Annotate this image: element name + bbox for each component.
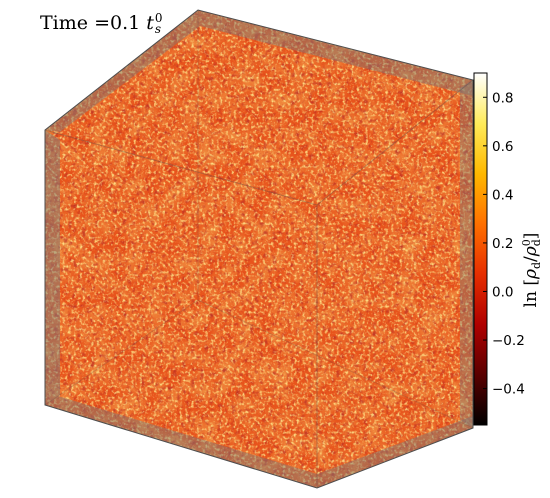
- colorbar-label-sub-num: d: [530, 261, 544, 270]
- cube-left-grey-fade: [45, 130, 60, 405]
- colorbar-tick-label: 0.2: [492, 236, 513, 252]
- colorbar-gradient: [473, 72, 488, 426]
- time-label-equals: =: [94, 12, 110, 34]
- colorbar: 0.8 0.6 0.4 0.2 0.0 −0.2 −0.4: [473, 72, 525, 426]
- cube-top-grey-fade: [45, 10, 473, 132]
- colorbar-label-fn: ln: [520, 291, 541, 308]
- colorbar-label-symbol-den: ρ: [520, 246, 541, 257]
- density-cube: [44, 9, 474, 489]
- colorbar-ticks: 0.8 0.6 0.4 0.2 0.0 −0.2 −0.4: [483, 90, 525, 398]
- colorbar-tick-label: 0.8: [492, 90, 513, 106]
- colorbar-tick-label: 0.6: [492, 139, 513, 155]
- time-label-value: 0.1: [109, 12, 141, 34]
- time-label-subscript: s: [154, 22, 162, 36]
- cube-right-grey-fade: [460, 80, 473, 428]
- colorbar-label: ln [ρd/ρ 0 d]: [519, 232, 544, 308]
- colorbar-tick-label: −0.4: [492, 382, 525, 398]
- colorbar-label-sub-den: d: [529, 239, 543, 247]
- time-label-prefix: Time: [40, 12, 89, 34]
- cube-density-bright: [45, 10, 473, 488]
- colorbar-label-symbol-num: ρ: [520, 269, 541, 280]
- colorbar-tick-label: −0.2: [492, 333, 525, 349]
- time-label-symbol: t: [146, 12, 154, 34]
- time-label-superscript: 0: [154, 11, 163, 25]
- colorbar-tick-label: 0.0: [492, 284, 513, 300]
- cube-edges: [44, 9, 474, 489]
- cube-bottom-grey-fade: [45, 396, 473, 488]
- colorbar-tick-label: 0.4: [492, 187, 513, 203]
